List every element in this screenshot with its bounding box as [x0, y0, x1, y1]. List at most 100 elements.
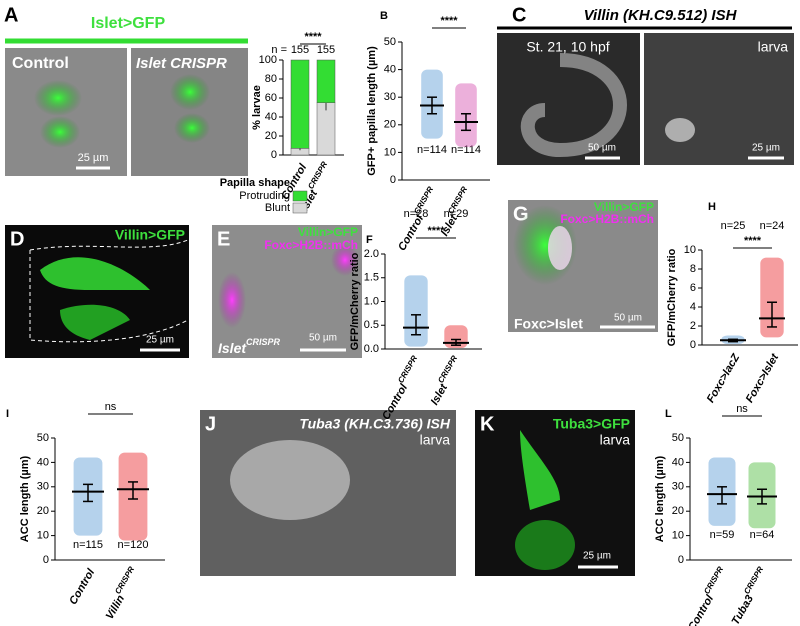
significance: **** [427, 225, 445, 237]
y-tick-label: 100 [259, 54, 277, 66]
scale-label: 50 µm [614, 313, 642, 324]
y-tick-label: 20 [265, 130, 277, 142]
distribution [404, 275, 428, 347]
gfp-signal [170, 74, 210, 110]
y-axis-label: ACC length (µm) [19, 455, 31, 542]
y-axis-label: GFP/mCherry ratio [349, 252, 361, 350]
legend-label: Blunt [265, 202, 290, 214]
category-superscript: CRISPR [396, 354, 419, 385]
bar-segment [316, 59, 336, 103]
scale-label: 50 µm [309, 333, 337, 344]
y-tick-label: 40 [384, 64, 396, 76]
y-axis-label: ACC length (µm) [654, 455, 666, 542]
n-label: n=120 [118, 539, 149, 551]
y-tick-label: 20 [672, 505, 684, 517]
image-label: St. 21, 10 hpf [526, 39, 609, 55]
y-tick-label: 10 [37, 530, 49, 542]
micrograph [644, 33, 794, 165]
gfp-signal [60, 304, 130, 340]
mch-signal [331, 244, 359, 276]
y-tick-label: 8 [690, 263, 696, 275]
y-tick-label: 0 [390, 174, 396, 186]
significance: **** [304, 31, 322, 43]
n-label: n=114 [417, 144, 447, 156]
n-label: n=24 [760, 220, 785, 232]
image-label: Foxc>H2B::mCh [264, 238, 358, 252]
gfp-signal [515, 520, 575, 570]
scale-label: 25 µm [583, 551, 611, 562]
gfp-signal [174, 113, 210, 143]
category: Control [686, 592, 716, 626]
y-tick-label: 0 [271, 149, 277, 161]
panel-letter: I [6, 408, 9, 420]
y-tick-label: 0.5 [364, 319, 379, 331]
image-label: Villin>GFP [115, 227, 185, 243]
image-label: Foxc>H2B::mCh [560, 212, 654, 226]
scale-label: 25 µm [146, 335, 174, 346]
scale-label: 50 µm [588, 143, 616, 154]
y-tick-label: 20 [384, 119, 396, 131]
y-tick-label: 30 [672, 481, 684, 493]
panel-title: Villin (KH.C9.512) ISH [584, 7, 738, 24]
n-label: 155 [317, 44, 335, 56]
image-label: larva [420, 432, 451, 448]
category: Foxc>Islet [744, 351, 782, 405]
panel-letter: K [480, 413, 495, 435]
y-tick-label: 30 [37, 481, 49, 493]
embryo-shape [520, 53, 627, 158]
panel-letter: E [217, 228, 230, 250]
y-tick-label: 0 [678, 554, 684, 566]
legend-swatch [292, 202, 308, 214]
y-tick-label: 1.5 [364, 272, 379, 284]
n-label: n=29 [444, 208, 469, 220]
y-tick-label: 0 [43, 554, 49, 566]
x-tick-label: Tuba3CRISPR [726, 565, 771, 626]
outline [29, 239, 189, 343]
y-tick-label: 50 [37, 432, 49, 444]
y-tick-label: 50 [672, 432, 684, 444]
n-prefix: n = [271, 44, 287, 56]
image-label: larva [600, 432, 631, 448]
gfp-signal [40, 116, 80, 148]
y-tick-label: 20 [37, 505, 49, 517]
micrograph [131, 48, 248, 176]
bar-segment [290, 59, 310, 149]
category: Villin [104, 593, 127, 622]
n-label: n=25 [721, 220, 746, 232]
category: Foxc>lacZ [705, 351, 743, 405]
y-tick-label: 40 [672, 456, 684, 468]
y-tick-label: 4 [690, 301, 696, 313]
ish-signal [230, 440, 350, 520]
image-label: larva [758, 39, 789, 55]
x-tick-label: Control [67, 566, 97, 607]
y-tick-label: 40 [265, 111, 277, 123]
y-tick-label: 40 [37, 456, 49, 468]
panel-letter: H [708, 201, 716, 213]
panel-letter: B [380, 10, 388, 22]
n-label: n=28 [404, 208, 429, 220]
category: Islet [429, 381, 451, 407]
condition-superscript: CRISPR [246, 337, 281, 347]
category: Tuba3 [730, 593, 756, 626]
panel-letter: A [4, 4, 18, 26]
n-label: n=59 [710, 529, 735, 541]
gfp-signal [34, 80, 82, 116]
category: Control [67, 566, 97, 607]
gfp-signal [40, 257, 150, 290]
image-label: Islet CRISPR [136, 55, 227, 72]
x-tick-label: Foxc>lacZ [705, 351, 743, 405]
y-axis-label: GFP/mCherry ratio [666, 248, 678, 346]
legend-title: Papilla shape [220, 177, 290, 189]
n-label: n=115 [73, 539, 103, 551]
image-label: Villin>GFP [298, 225, 358, 239]
y-axis-label: GFP+ papilla length (µm) [366, 46, 378, 176]
significance: ns [105, 401, 117, 413]
n-label: n=114 [451, 144, 481, 156]
x-tick-label: IsletCRISPR [425, 354, 465, 407]
scale-label: 25 µm [752, 143, 780, 154]
y-tick-label: 0 [690, 339, 696, 351]
panel-letter: D [10, 228, 24, 250]
y-tick-label: 30 [384, 91, 396, 103]
